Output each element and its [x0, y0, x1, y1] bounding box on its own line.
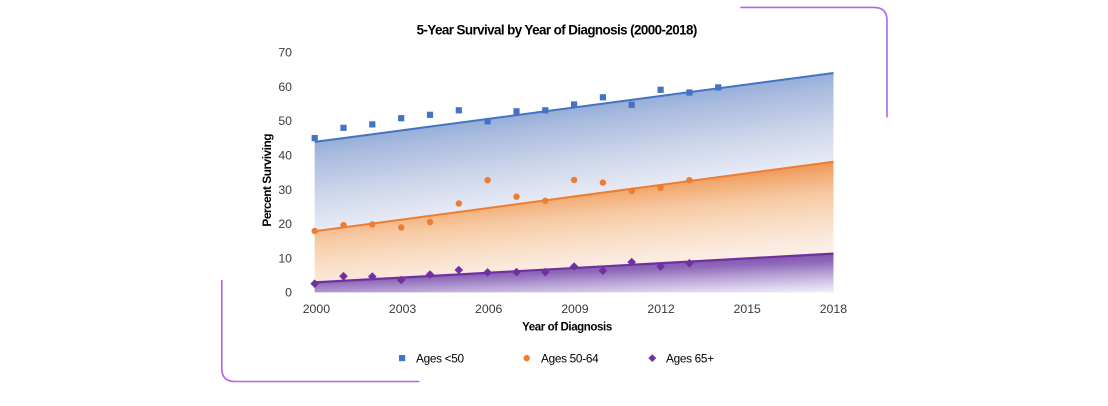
svg-text:2018: 2018	[820, 302, 848, 316]
svg-text:60: 60	[278, 80, 292, 94]
svg-text:2003: 2003	[389, 302, 417, 316]
svg-text:2006: 2006	[475, 302, 503, 316]
svg-text:70: 70	[278, 46, 292, 60]
svg-text:2012: 2012	[647, 302, 675, 316]
svg-text:10: 10	[278, 251, 292, 265]
svg-text:Percent Surviving: Percent Surviving	[260, 134, 274, 227]
svg-text:0: 0	[285, 286, 292, 300]
svg-text:30: 30	[278, 183, 292, 197]
svg-text:2000: 2000	[303, 302, 331, 316]
svg-text:Ages <50: Ages <50	[416, 351, 465, 365]
svg-text:50: 50	[278, 114, 292, 128]
svg-text:20: 20	[278, 217, 292, 231]
svg-text:2015: 2015	[734, 302, 762, 316]
svg-text:Ages 65+: Ages 65+	[666, 351, 714, 365]
svg-text:Year of Diagnosis: Year of Diagnosis	[522, 322, 612, 334]
svg-text:40: 40	[278, 149, 292, 163]
svg-text:2009: 2009	[561, 302, 589, 316]
svg-text:Ages 50-64: Ages 50-64	[541, 351, 599, 365]
svg-text:5-Year Survival by Year of Dia: 5-Year Survival by Year of Diagnosis (20…	[417, 22, 697, 37]
